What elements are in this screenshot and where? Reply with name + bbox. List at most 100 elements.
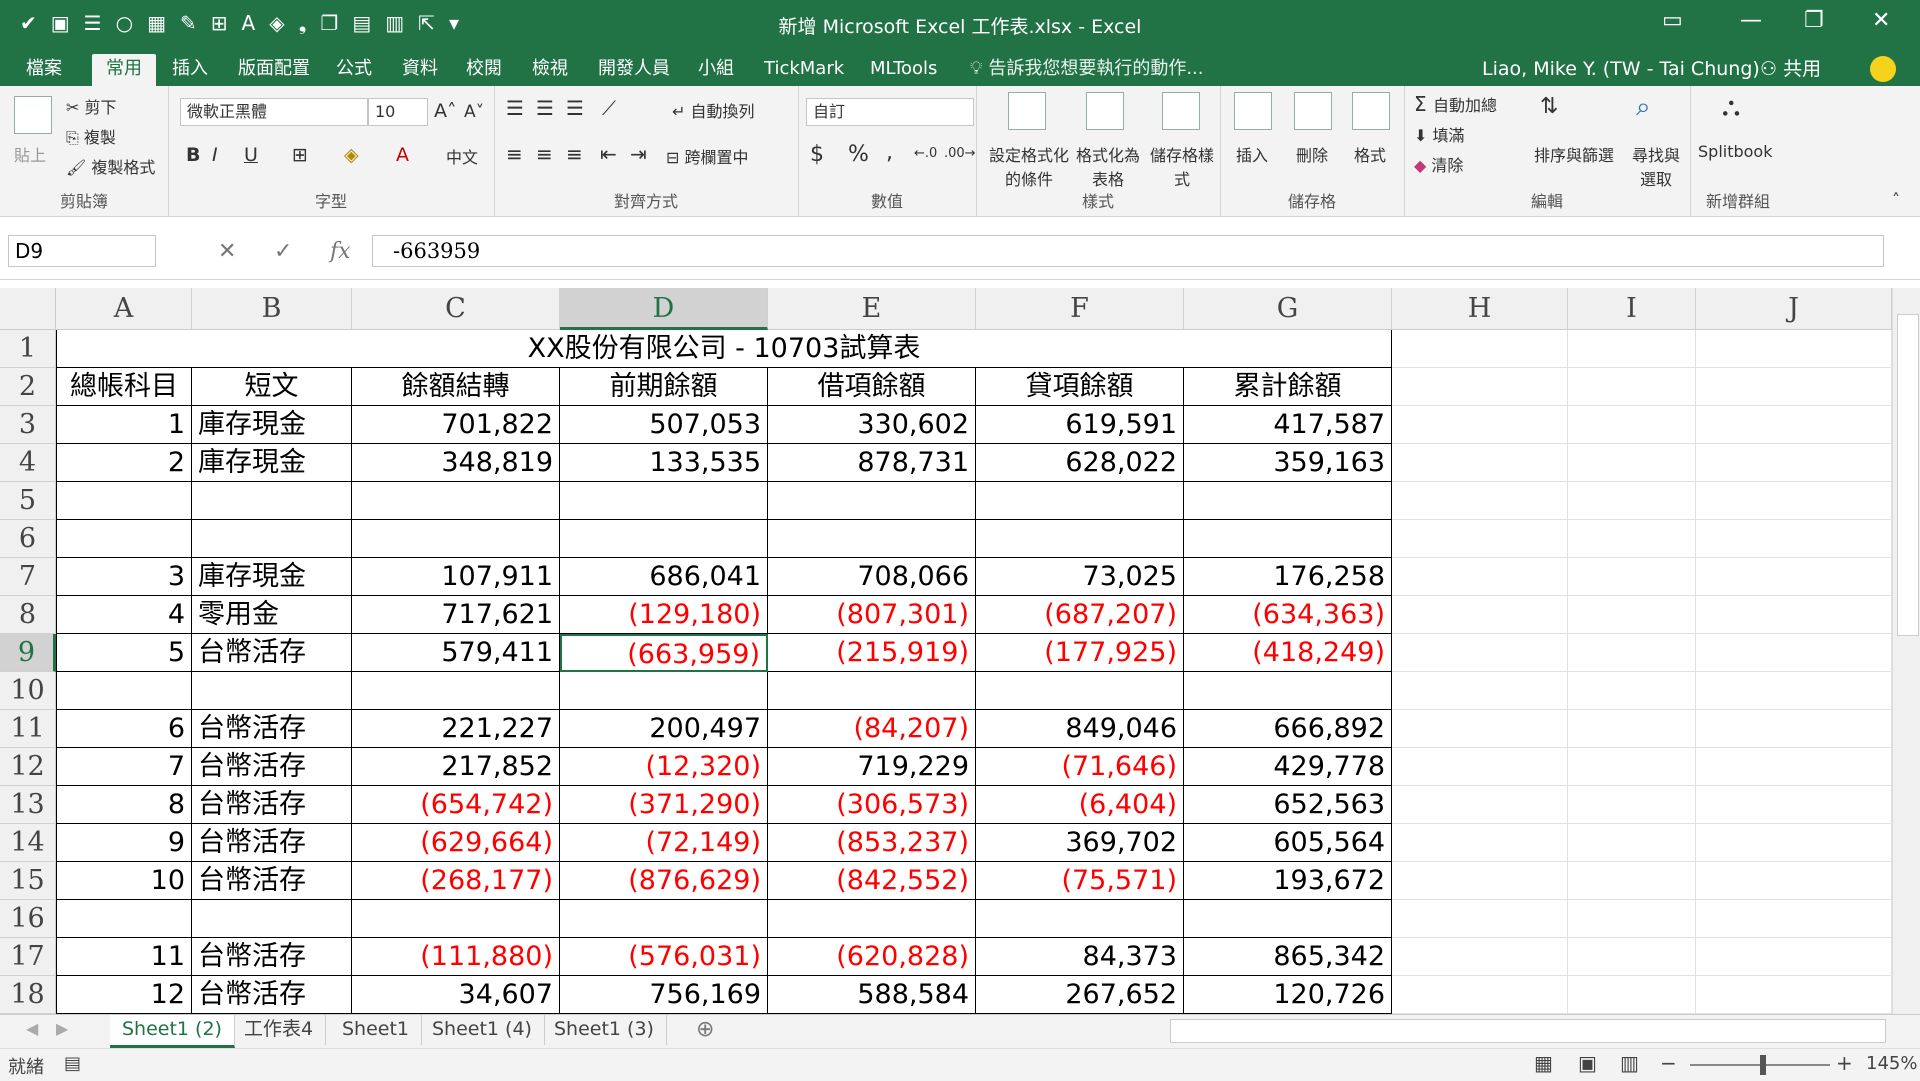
cell[interactable]: 133,535	[560, 444, 768, 482]
format-cells-button[interactable]: 格式	[1354, 146, 1387, 165]
row-header[interactable]: 7	[0, 558, 56, 596]
cell[interactable]	[1696, 748, 1892, 786]
cell[interactable]	[1568, 938, 1696, 976]
row-header[interactable]: 10	[0, 672, 56, 710]
column-header[interactable]: H	[1392, 288, 1568, 330]
header-cell[interactable]: 短文	[192, 368, 352, 406]
cell[interactable]	[1696, 330, 1892, 368]
cell[interactable]	[1392, 406, 1568, 444]
cell[interactable]	[1184, 672, 1392, 710]
cell[interactable]: (654,742)	[352, 786, 560, 824]
cell[interactable]: (72,149)	[560, 824, 768, 862]
comma-icon[interactable]: ❟	[298, 11, 307, 35]
cell[interactable]	[768, 672, 976, 710]
conditional-format-button[interactable]: 設定格式化的條件	[988, 146, 1069, 189]
header-cell[interactable]: 累計餘額	[1184, 368, 1392, 406]
cell[interactable]: 652,563	[1184, 786, 1392, 824]
autosum-button[interactable]: Σ 自動加總	[1414, 92, 1498, 116]
cell[interactable]: 865,342	[1184, 938, 1392, 976]
cell[interactable]	[192, 672, 352, 710]
zoom-in-icon[interactable]: +	[1836, 1051, 1853, 1075]
cell[interactable]	[1392, 672, 1568, 710]
row-header[interactable]: 12	[0, 748, 56, 786]
splitbook-button[interactable]: Splitbook	[1698, 142, 1773, 161]
row-header[interactable]: 9	[0, 634, 56, 672]
cell[interactable]	[1392, 976, 1568, 1014]
merge-center-button[interactable]: ⊟ 跨欄置中	[666, 148, 749, 167]
cell[interactable]: 701,822	[352, 406, 560, 444]
align-left-icon[interactable]: ≡	[506, 142, 523, 166]
cell[interactable]	[1568, 748, 1696, 786]
close-icon[interactable]: ✕	[1872, 8, 1891, 33]
cell[interactable]	[1392, 520, 1568, 558]
header-cell[interactable]: 前期餘額	[560, 368, 768, 406]
page-break-view-icon[interactable]: ▥	[1620, 1051, 1639, 1075]
cell[interactable]	[1696, 596, 1892, 634]
cell[interactable]: (687,207)	[976, 596, 1184, 634]
comma-style-button[interactable]: ,	[886, 140, 893, 165]
cell[interactable]: 588,584	[768, 976, 976, 1014]
cell[interactable]: 348,819	[352, 444, 560, 482]
tab-developer[interactable]: 開發人員	[598, 58, 670, 79]
cell[interactable]	[1696, 672, 1892, 710]
cell[interactable]	[56, 482, 192, 520]
splitbook-icon[interactable]: ⛬	[1722, 92, 1741, 122]
cell[interactable]: (177,925)	[976, 634, 1184, 672]
cell[interactable]: (853,237)	[768, 824, 976, 862]
cell[interactable]: 7	[56, 748, 192, 786]
row-header[interactable]: 2	[0, 368, 56, 406]
cell[interactable]: 369,702	[976, 824, 1184, 862]
column-header[interactable]: J	[1696, 288, 1892, 330]
cell[interactable]: 庫存現金	[192, 558, 352, 596]
align-top-icon[interactable]: ☰	[506, 96, 524, 120]
grid-icon[interactable]: ▥	[385, 11, 405, 35]
cell[interactable]: 267,652	[976, 976, 1184, 1014]
cell[interactable]: 73,025	[976, 558, 1184, 596]
cell[interactable]: 庫存現金	[192, 444, 352, 482]
layout-icon[interactable]: ☰	[83, 11, 102, 35]
restore-icon[interactable]: ❐	[1804, 8, 1824, 33]
copy-button[interactable]: ⎘ 複製	[66, 128, 116, 147]
cell[interactable]	[1568, 558, 1696, 596]
cell[interactable]: (876,629)	[560, 862, 768, 900]
row-header[interactable]: 5	[0, 482, 56, 520]
conditional-format-icon[interactable]	[1008, 92, 1046, 130]
feedback-smiley-icon[interactable]	[1870, 56, 1896, 82]
cell[interactable]: 9	[56, 824, 192, 862]
cell[interactable]: 零用金	[192, 596, 352, 634]
cell[interactable]	[1392, 862, 1568, 900]
cell[interactable]: 8	[56, 786, 192, 824]
row-header[interactable]: 6	[0, 520, 56, 558]
cell[interactable]: 5	[56, 634, 192, 672]
row-header[interactable]: 17	[0, 938, 56, 976]
column-header[interactable]: A	[56, 288, 192, 330]
cell[interactable]: (842,552)	[768, 862, 976, 900]
cell[interactable]	[1392, 938, 1568, 976]
cell[interactable]: 34,607	[352, 976, 560, 1014]
increase-indent-icon[interactable]: ⇥	[630, 142, 647, 166]
name-box[interactable]: D9	[8, 235, 156, 267]
tab-team[interactable]: 小組	[698, 58, 734, 79]
cell[interactable]	[1184, 900, 1392, 938]
sheet-tab[interactable]: Sheet1 (4)	[420, 1015, 545, 1045]
cell[interactable]: 619,591	[976, 406, 1184, 444]
cell[interactable]: 台幣活存	[192, 634, 352, 672]
cell[interactable]	[1696, 900, 1892, 938]
edit-icon[interactable]: ✎	[179, 11, 197, 35]
delete-cells-button[interactable]: 刪除	[1296, 146, 1329, 165]
customize-qat-icon[interactable]: ▾	[448, 11, 459, 35]
macro-record-icon[interactable]: ▤	[64, 1053, 82, 1074]
cell[interactable]: (84,207)	[768, 710, 976, 748]
tab-tickmark[interactable]: TickMark	[764, 58, 845, 79]
align-middle-icon[interactable]: ☰	[536, 96, 554, 120]
cell[interactable]	[768, 900, 976, 938]
cell[interactable]	[192, 482, 352, 520]
insert-function-icon[interactable]: fx	[330, 239, 351, 264]
window-icon[interactable]: ❐	[320, 11, 339, 35]
decrease-font-icon[interactable]: A˅	[464, 102, 485, 122]
cell[interactable]	[1392, 558, 1568, 596]
cell[interactable]: (6,404)	[976, 786, 1184, 824]
cell[interactable]	[56, 900, 192, 938]
cell[interactable]	[1696, 482, 1892, 520]
sheet-tab[interactable]: Sheet1 (2)	[110, 1015, 235, 1048]
